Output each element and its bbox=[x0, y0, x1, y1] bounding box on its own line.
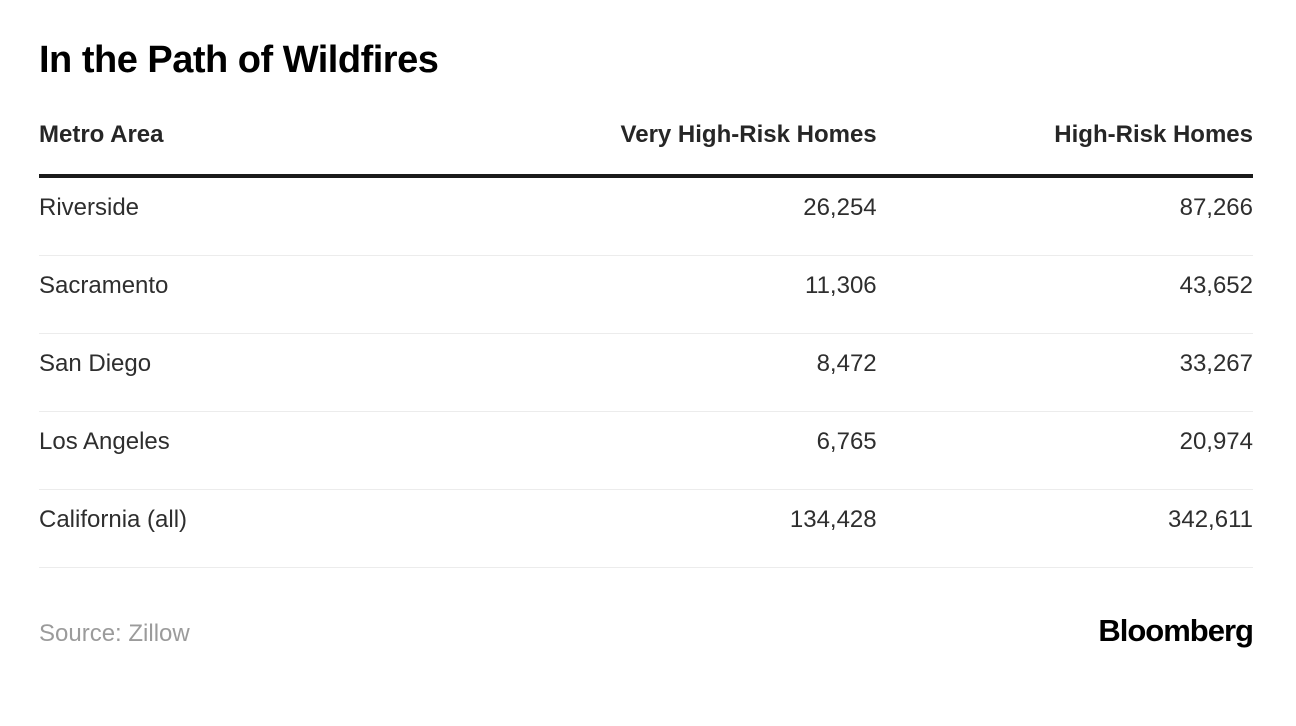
chart-title: In the Path of Wildfires bbox=[39, 39, 439, 81]
column-header-very-high-risk: Very High-Risk Homes bbox=[500, 123, 877, 178]
high-risk-cell: 20,974 bbox=[876, 411, 1253, 490]
very-high-risk-cell: 6,765 bbox=[500, 411, 877, 490]
graphic-footer: Source: Zillow Bloomberg bbox=[39, 613, 1254, 648]
high-risk-cell: 342,611 bbox=[876, 489, 1253, 568]
column-header-metro-area: Metro Area bbox=[39, 123, 501, 178]
table-header: Metro Area Very High-Risk Homes High-Ris… bbox=[39, 123, 1253, 178]
metro-area-cell: Riverside bbox=[39, 176, 501, 256]
column-header-high-risk: High-Risk Homes bbox=[876, 123, 1253, 178]
high-risk-cell: 33,267 bbox=[876, 333, 1253, 412]
very-high-risk-cell: 26,254 bbox=[500, 176, 877, 256]
bloomberg-logo: Bloomberg bbox=[1098, 613, 1254, 648]
wildfire-risk-table: Metro Area Very High-Risk Homes High-Ris… bbox=[39, 123, 1253, 568]
table-row: Riverside 26,254 87,266 bbox=[39, 176, 1253, 256]
table-body: Riverside 26,254 87,266 Sacramento 11,30… bbox=[39, 176, 1253, 568]
table-row: San Diego 8,472 33,267 bbox=[39, 333, 1253, 412]
metro-area-cell: San Diego bbox=[39, 333, 501, 412]
bloomberg-table-graphic: In the Path of Wildfires Metro Area Very… bbox=[0, 40, 1296, 646]
table-row: Sacramento 11,306 43,652 bbox=[39, 255, 1253, 334]
table-row: California (all) 134,428 342,611 bbox=[39, 489, 1253, 568]
metro-area-cell: Sacramento bbox=[39, 255, 501, 334]
header-row: Metro Area Very High-Risk Homes High-Ris… bbox=[39, 123, 1253, 178]
very-high-risk-cell: 8,472 bbox=[500, 333, 877, 412]
metro-area-cell: Los Angeles bbox=[39, 411, 501, 490]
table-row: Los Angeles 6,765 20,974 bbox=[39, 411, 1253, 490]
metro-area-cell: California (all) bbox=[39, 489, 501, 568]
high-risk-cell: 43,652 bbox=[876, 255, 1253, 334]
high-risk-cell: 87,266 bbox=[876, 176, 1253, 256]
very-high-risk-cell: 134,428 bbox=[500, 489, 877, 568]
very-high-risk-cell: 11,306 bbox=[500, 255, 877, 334]
source-note: Source: Zillow bbox=[39, 620, 190, 647]
